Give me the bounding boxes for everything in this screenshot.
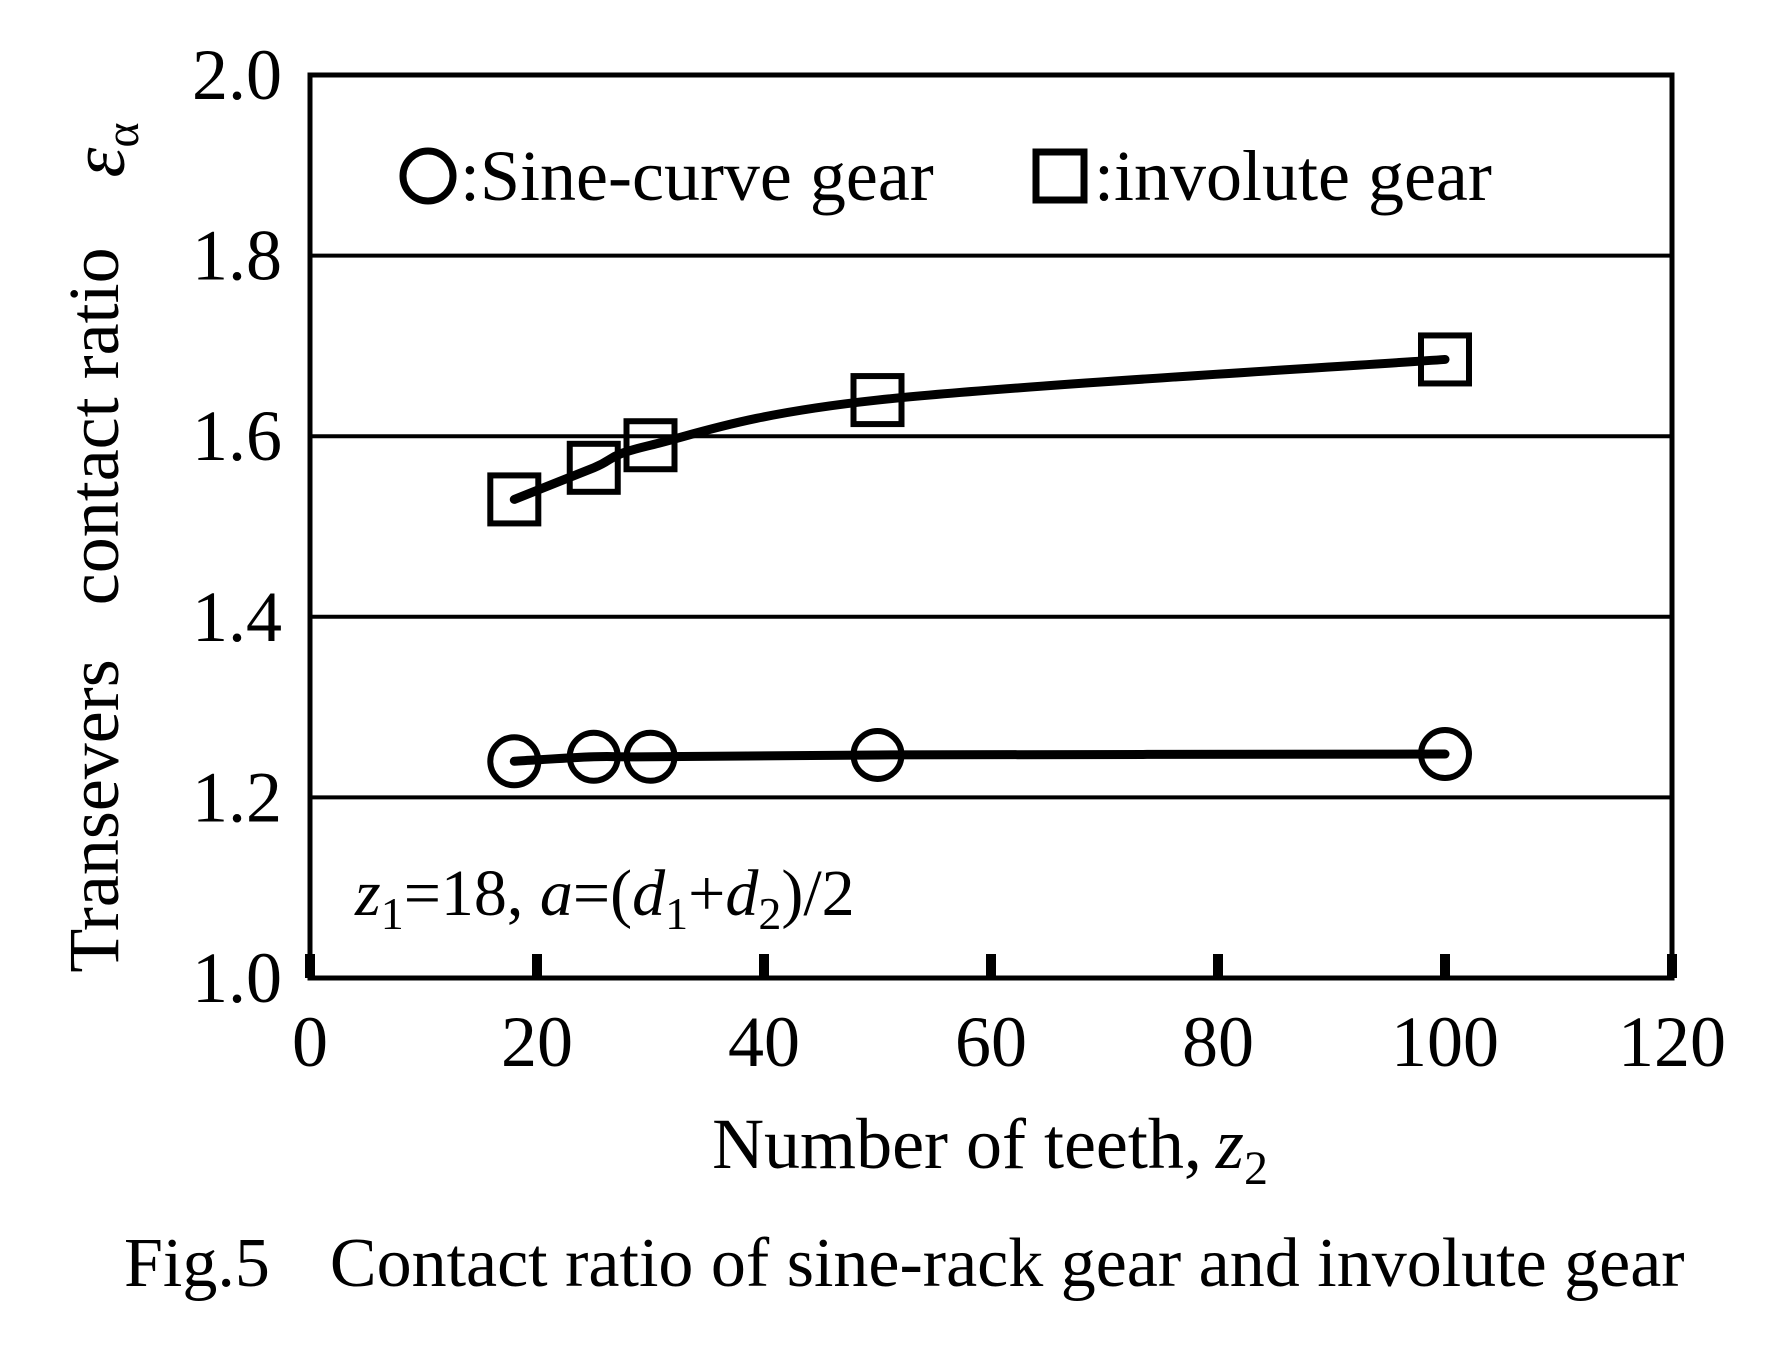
x-tick-label-120: 120 [1618,1002,1726,1082]
x-axis-ticks: 0 20 40 60 80 100 120 [292,954,1726,1082]
x-tick-label-0: 0 [292,1002,328,1082]
annotation-z-sub: 1 [381,888,404,939]
x-tick-label-80: 80 [1182,1002,1254,1082]
figure-caption-number: Fig.5 [124,1225,270,1302]
legend-circle-marker [399,147,457,205]
point-involute-50 [850,373,905,428]
legend-square-marker [1032,148,1088,204]
legend: :Sine-curve gear :involute gear [399,136,1492,216]
legend-label-sine-curve: :Sine-curve gear [460,136,934,216]
series-line-sine-curve [509,749,1450,766]
annotation-plus: + [688,857,725,930]
x-axis-title: Number of teeth, z2 [712,1104,1268,1195]
y-tick-label-2.0: 2.0 [192,35,282,115]
x-axis-title-sub: 2 [1244,1142,1268,1195]
y-tick-label-1.4: 1.4 [192,577,282,657]
legend-label-involute: :involute gear [1094,136,1492,216]
figure-caption-text: Contact ratio of sine-rack gear and invo… [330,1225,1685,1302]
y-axis-symbol: εα [57,122,149,177]
annotation-d2-sub: 2 [758,888,781,939]
y-axis-symbol-alpha: α [96,122,149,147]
series-line-involute [509,354,1450,504]
gridlines [310,253,1672,800]
figure-caption: Fig.5 Contact ratio of sine-rack gear and… [124,1225,1685,1302]
annotation-d1: d [632,857,666,930]
y-axis-title: Transevers contact ratio [54,247,134,972]
point-sine-curve-30 [623,729,678,784]
x-tick-label-60: 60 [955,1002,1027,1082]
point-sine-curve-18 [487,734,542,789]
point-involute-30 [623,418,678,473]
annotation-a: a [540,857,573,930]
point-involute-25 [566,440,621,495]
series-lines [509,354,1450,766]
annotation-d1-sub: 1 [665,888,688,939]
y-tick-label-1.0: 1.0 [192,938,282,1018]
y-tick-label-1.8: 1.8 [192,216,282,296]
y-axis-ticks: 1.0 1.2 1.4 1.6 1.8 2.0 [192,35,282,1018]
x-tick-label-40: 40 [728,1002,800,1082]
point-involute-100 [1418,332,1472,387]
point-sine-curve-100 [1418,727,1472,782]
annotation-eq1: =18, [404,857,540,930]
point-sine-curve-25 [566,729,621,784]
y-axis-title-text: Transevers contact ratio [54,247,134,972]
y-tick-label-1.6: 1.6 [192,396,282,476]
x-tick-label-100: 100 [1391,1002,1499,1082]
point-sine-curve-50 [850,727,905,782]
annotation-text: z1=18, a=(d1+d2)/2 [354,857,855,939]
x-tick-label-20: 20 [501,1002,573,1082]
annotation-d2: d [725,857,759,930]
y-axis-symbol-epsilon: ε [57,148,141,178]
x-axis-title-text: Number of teeth, [712,1104,1202,1184]
point-involute-18 [487,472,542,527]
series-markers [487,332,1472,789]
annotation-z: z [354,857,381,930]
svg-text:εα: εα [57,122,149,177]
annotation-tail: )/2 [781,857,854,930]
annotation-eq2: =( [573,857,632,930]
y-tick-label-1.2: 1.2 [192,757,282,837]
x-axis-title-var: z [1215,1104,1244,1184]
